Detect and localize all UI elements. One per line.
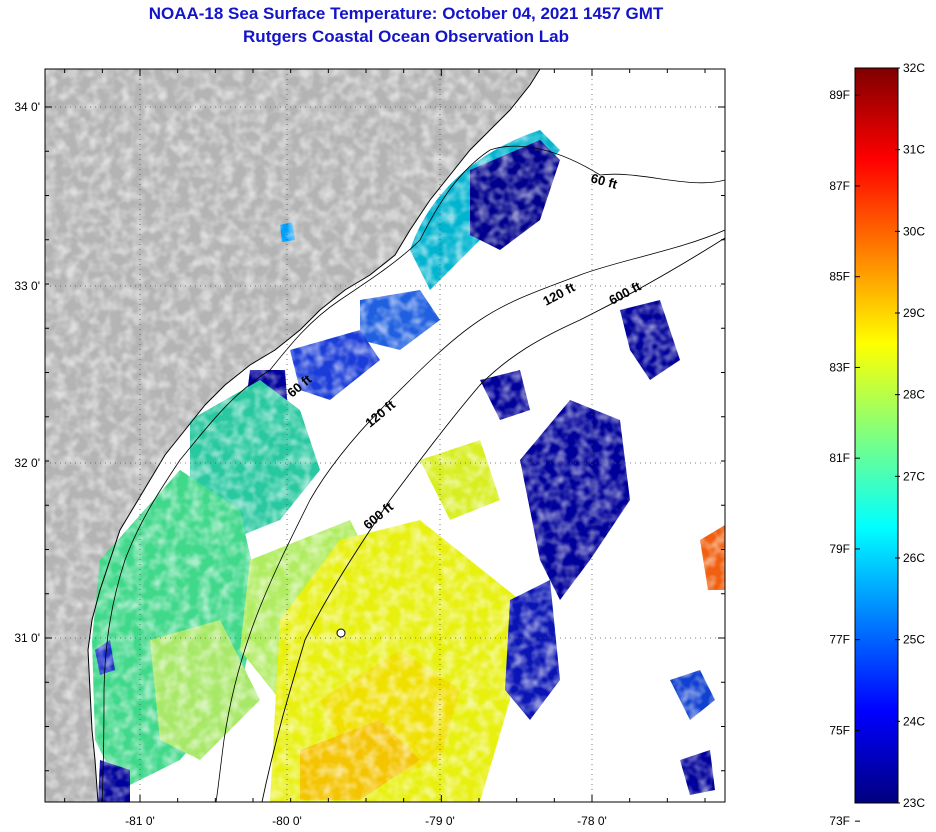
lat-label-32: 32 0' xyxy=(14,456,40,470)
colorbar-celsius-label: 30C xyxy=(903,224,925,238)
contour-label-60ft-north: 60 ft xyxy=(589,170,619,192)
cloud-speckle xyxy=(45,69,725,802)
lat-label-33: 33 0' xyxy=(14,279,40,293)
colorbar-celsius-label: 23C xyxy=(903,796,925,810)
colorbar-celsius-label: 25C xyxy=(903,633,925,647)
colorbar-celsius-label: 24C xyxy=(903,714,925,728)
isobath-120ft xyxy=(215,229,725,802)
colorbar: 32C 31C 30C 29C 28C 27C 26C 25C 24C 23C 89F 87F 85F 8… xyxy=(829,61,925,828)
map-subtitle: Rutgers Coastal Ocean Observation Lab xyxy=(243,27,569,46)
lat-label-31: 31 0' xyxy=(14,631,40,645)
colorbar-fahrenheit-label: 79F xyxy=(829,542,850,556)
isobath-60ft xyxy=(101,145,725,802)
isobath-600ft xyxy=(261,237,725,802)
colorbar-fahrenheit-label: 85F xyxy=(829,270,850,284)
colorbar-fahrenheit-label: 73F xyxy=(829,814,850,828)
colorbar-celsius-label: 29C xyxy=(903,306,925,320)
colorbar-celsius-label: 31C xyxy=(903,143,925,157)
colorbar-fahrenheit-label: 89F xyxy=(829,88,850,102)
colorbar-fahrenheit-label: 75F xyxy=(829,723,850,737)
colorbar-fahrenheit-label: 83F xyxy=(829,360,850,374)
lon-label-80: -80 0' xyxy=(272,814,302,828)
colorbar-ticks: 32C 31C 30C 29C 28C 27C 26C 25C 24C 23C 89F 87F 85F 8… xyxy=(829,61,925,828)
lat-label-34: 34 0' xyxy=(14,100,40,114)
colorbar-fahrenheit-label: 87F xyxy=(829,179,850,193)
map-frame xyxy=(44,68,726,803)
colorbar-celsius-label: 26C xyxy=(903,551,925,565)
map-body xyxy=(45,69,725,802)
colorbar-celsius-label: 27C xyxy=(903,469,925,483)
station-marker xyxy=(336,628,346,638)
colorbar-fahrenheit-label: 81F xyxy=(829,451,850,465)
graticule xyxy=(45,69,725,802)
minor-ticks xyxy=(45,69,725,802)
lon-label-79: -79 0' xyxy=(425,814,455,828)
colorbar-celsius-label: 28C xyxy=(903,388,925,402)
coastline xyxy=(87,69,541,802)
map-title: NOAA-18 Sea Surface Temperature: October… xyxy=(148,4,664,23)
colorbar-celsius-label: 32C xyxy=(903,61,925,75)
lon-label-81: -81 0' xyxy=(125,814,155,828)
colorbar-scale xyxy=(854,67,899,804)
colorbar-fahrenheit-label: 77F xyxy=(829,633,850,647)
lon-label-78: -78 0' xyxy=(577,814,607,828)
